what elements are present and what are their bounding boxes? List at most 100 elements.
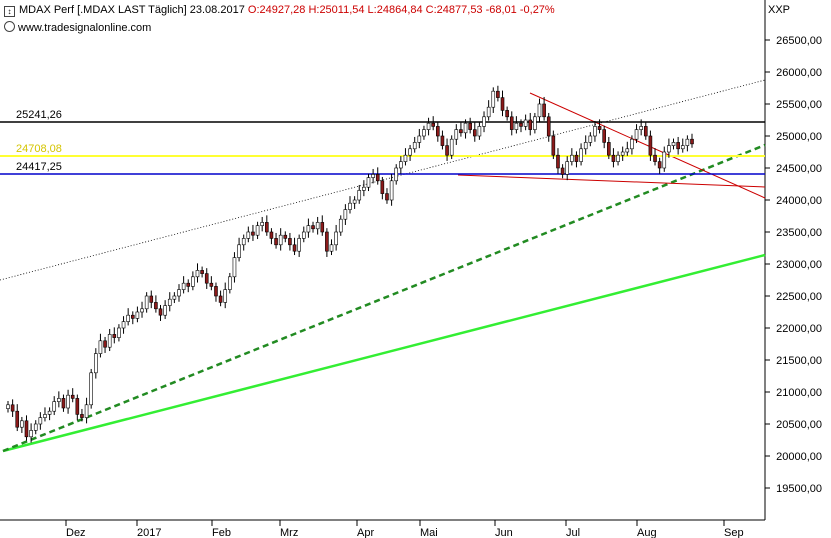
candle-body bbox=[565, 161, 570, 175]
candle-body bbox=[394, 167, 399, 182]
candle-body bbox=[228, 276, 232, 290]
candle-body bbox=[380, 180, 385, 194]
x-tick-label: Aug bbox=[637, 527, 657, 538]
candle-body bbox=[6, 404, 10, 409]
candle-body bbox=[371, 174, 375, 178]
candle-body bbox=[94, 353, 98, 374]
level-label: 24417,25 bbox=[16, 161, 62, 173]
candle-body bbox=[662, 151, 667, 169]
candle-body bbox=[459, 129, 463, 134]
candle-body bbox=[167, 298, 172, 306]
candle-body bbox=[278, 234, 283, 246]
chart-header: ↕ MDAX Perf [.MDAX LAST Täglich] 23.08.20… bbox=[4, 4, 555, 17]
candle-body bbox=[29, 430, 33, 438]
candle-body bbox=[607, 142, 611, 156]
candle-body bbox=[301, 231, 306, 239]
candle-body bbox=[140, 308, 144, 313]
horizontal-levels: 25241,26 24708,08 24417,25 bbox=[0, 109, 765, 175]
x-tick-label: 2017 bbox=[137, 527, 161, 538]
candle-body bbox=[52, 401, 57, 412]
y-tick-label: 22500,00 bbox=[776, 291, 822, 303]
candle-body bbox=[505, 110, 509, 118]
x-tick-label: Mai bbox=[420, 527, 438, 538]
candle-body bbox=[334, 231, 338, 246]
candle-body bbox=[246, 231, 251, 239]
candle-body bbox=[514, 122, 519, 130]
candle-body bbox=[20, 420, 24, 428]
candle-body bbox=[486, 106, 491, 118]
candle-body bbox=[70, 394, 75, 399]
candle-body bbox=[158, 308, 163, 316]
chart-properties-icon[interactable]: ↕ bbox=[4, 6, 15, 17]
candle-body bbox=[597, 126, 602, 130]
candle-body bbox=[463, 122, 468, 134]
candle-body bbox=[80, 414, 84, 418]
candle-body bbox=[84, 404, 89, 418]
candle-body bbox=[680, 145, 685, 150]
candle-body bbox=[200, 270, 204, 274]
candle-body bbox=[426, 122, 431, 130]
candle-body bbox=[107, 334, 112, 348]
candle-body bbox=[472, 129, 477, 137]
candle-body bbox=[523, 119, 528, 127]
candle-body bbox=[588, 135, 593, 143]
long-term-uptrend-line bbox=[2, 253, 766, 453]
candle-body bbox=[191, 276, 195, 287]
candle-body bbox=[449, 138, 454, 156]
candle-body bbox=[260, 222, 264, 226]
y-tick-label: 21000,00 bbox=[776, 387, 822, 399]
candle-body bbox=[648, 135, 653, 156]
candle-body bbox=[491, 90, 496, 108]
candle-body bbox=[15, 410, 20, 428]
candle-body bbox=[570, 154, 574, 162]
candle-body bbox=[556, 154, 560, 169]
candle-body bbox=[103, 340, 107, 348]
mid-term-uptrend-line bbox=[2, 143, 766, 453]
candle-body bbox=[315, 222, 320, 230]
candle-body bbox=[89, 372, 93, 406]
candle-body bbox=[329, 244, 334, 252]
y-tick-label: 24000,00 bbox=[776, 195, 822, 207]
candle-body bbox=[66, 394, 70, 409]
candles bbox=[6, 85, 694, 443]
y-tick-label: 23500,00 bbox=[776, 227, 822, 239]
candle-body bbox=[477, 126, 482, 137]
y-tick-label: 25500,00 bbox=[776, 99, 822, 111]
candle-body bbox=[172, 295, 177, 300]
y-tick-label: 26000,00 bbox=[776, 67, 822, 79]
candle-body bbox=[546, 116, 551, 137]
y-tick-label: 21500,00 bbox=[776, 355, 822, 367]
candle-body bbox=[440, 135, 445, 146]
x-tick-label: Dez bbox=[66, 527, 86, 538]
x-axis: Dez 2017 Feb Mrz Apr Mai Jun Jul Aug Sep bbox=[65, 520, 744, 538]
candle-body bbox=[537, 103, 542, 118]
candle-body bbox=[653, 154, 657, 162]
candle-body bbox=[154, 302, 158, 310]
candle-body bbox=[560, 167, 565, 175]
candle-body bbox=[436, 126, 440, 137]
candle-body bbox=[634, 129, 639, 140]
candle-body bbox=[338, 218, 343, 233]
candle-body bbox=[10, 404, 15, 412]
candle-body bbox=[583, 142, 588, 150]
candle-body bbox=[163, 305, 167, 316]
candle-body bbox=[611, 154, 616, 162]
candle-body bbox=[214, 286, 218, 297]
candle-body bbox=[445, 145, 449, 156]
source-url[interactable]: www.tradesignalonline.com bbox=[18, 22, 152, 34]
x-tick-label: Jul bbox=[566, 527, 580, 538]
candle-body bbox=[482, 116, 486, 127]
candle-body bbox=[209, 282, 214, 287]
candle-body bbox=[417, 135, 422, 143]
candle-body bbox=[320, 222, 325, 233]
candle-body bbox=[274, 238, 278, 246]
candle-body bbox=[47, 410, 52, 415]
candle-body bbox=[352, 199, 357, 204]
candle-body bbox=[422, 129, 426, 137]
candle-body bbox=[657, 161, 662, 169]
candle-body bbox=[639, 126, 643, 130]
candle-body bbox=[375, 174, 380, 182]
candle-body bbox=[130, 314, 135, 319]
candle-body bbox=[43, 414, 47, 418]
